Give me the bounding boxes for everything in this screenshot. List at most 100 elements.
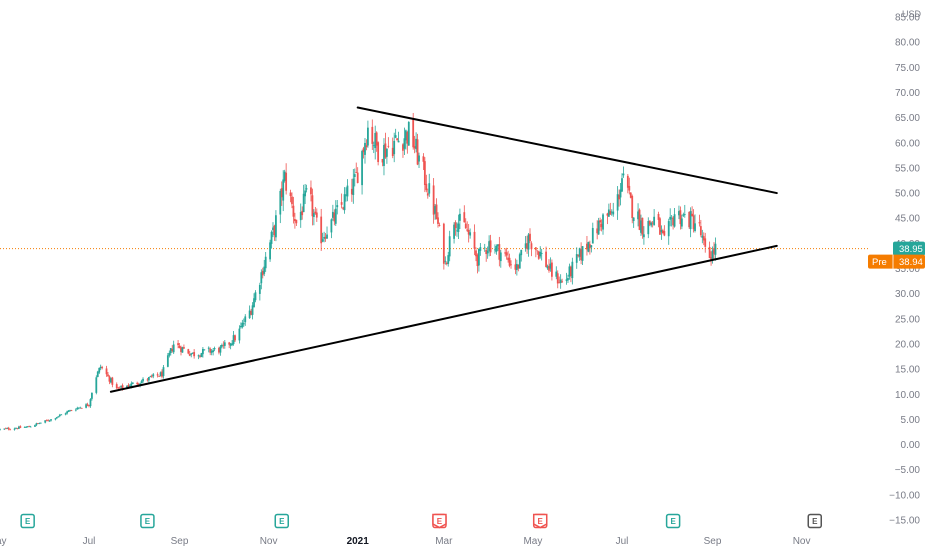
candle-body xyxy=(437,217,439,224)
candle xyxy=(140,379,143,384)
candle xyxy=(251,302,254,320)
trendlines[interactable] xyxy=(109,106,778,393)
candle xyxy=(321,232,324,243)
candle xyxy=(372,141,375,154)
candle xyxy=(422,153,425,170)
candle-body xyxy=(13,428,16,430)
candle-body xyxy=(683,214,686,215)
earnings-badge[interactable] xyxy=(274,513,290,529)
candle xyxy=(142,377,144,383)
candle-body xyxy=(111,377,114,385)
candle-body xyxy=(456,230,458,232)
candle-body xyxy=(190,353,193,355)
candle xyxy=(96,370,99,378)
candle-body xyxy=(191,352,194,354)
earnings-event[interactable]: E xyxy=(532,513,548,529)
earnings-badge[interactable] xyxy=(807,513,823,529)
candle-body xyxy=(356,172,359,183)
x-tick-label: Jul xyxy=(83,536,96,547)
candle-body xyxy=(453,224,455,239)
candle xyxy=(272,222,274,238)
candle xyxy=(551,259,553,281)
earnings-event[interactable]: E xyxy=(665,513,681,529)
candle-body xyxy=(283,171,286,181)
candle xyxy=(657,211,660,228)
candle xyxy=(691,206,693,217)
candle xyxy=(352,169,355,204)
candle-body xyxy=(618,194,620,200)
candle-body xyxy=(220,344,223,347)
candle xyxy=(494,244,496,254)
candle xyxy=(166,353,169,368)
earnings-event[interactable]: E xyxy=(20,513,35,529)
candle-body xyxy=(55,417,58,419)
earnings-label: E xyxy=(279,517,285,526)
candle xyxy=(670,214,673,227)
candle-body xyxy=(454,222,457,229)
earnings-badge[interactable] xyxy=(20,513,35,529)
earnings-event[interactable]: E xyxy=(807,513,823,529)
candle-body xyxy=(673,214,676,227)
candle xyxy=(293,212,296,229)
candle xyxy=(44,420,47,424)
candle-body xyxy=(203,349,206,351)
candle xyxy=(159,371,162,377)
candle xyxy=(459,208,461,229)
candle-body xyxy=(394,135,397,138)
price-axis[interactable]: 85.00 80.00 75.00 70.00 65.00 60.00 55.00 50.00… xyxy=(889,9,921,527)
candle-body xyxy=(342,207,344,209)
candle-body xyxy=(9,429,12,431)
candle-body xyxy=(699,226,702,236)
candle xyxy=(688,211,691,229)
candle-body xyxy=(643,234,645,238)
earnings-badge[interactable] xyxy=(665,513,681,529)
candle-body xyxy=(692,215,695,230)
earnings-event[interactable]: E xyxy=(432,513,447,529)
candle xyxy=(36,423,39,425)
candle xyxy=(375,131,378,152)
candle-body xyxy=(330,219,333,233)
candle xyxy=(301,206,304,220)
resistance-trendline[interactable] xyxy=(356,106,778,195)
candle-body xyxy=(159,372,162,377)
candle xyxy=(304,183,307,205)
candle xyxy=(694,214,696,233)
earnings-badge[interactable] xyxy=(140,513,155,529)
support-trendline[interactable] xyxy=(109,244,778,393)
candle-body xyxy=(305,188,308,190)
candle xyxy=(385,148,388,164)
earnings-event[interactable]: E xyxy=(274,513,290,529)
candle xyxy=(524,236,527,252)
candle xyxy=(242,318,245,327)
candle-body xyxy=(365,145,368,148)
candle-body xyxy=(321,239,324,242)
candle-body xyxy=(372,145,375,147)
candle xyxy=(483,243,486,252)
candle xyxy=(569,265,572,283)
candle xyxy=(79,406,82,409)
candle-body xyxy=(248,310,251,319)
candle xyxy=(228,341,231,349)
currency-label[interactable]: USD xyxy=(902,9,922,19)
candle xyxy=(48,419,51,422)
earnings-event[interactable]: E xyxy=(140,513,155,529)
candle xyxy=(505,247,508,260)
candle xyxy=(118,386,121,389)
candle xyxy=(353,168,356,187)
candle xyxy=(345,187,347,202)
candle xyxy=(577,254,580,258)
time-axis[interactable]: ay Jul Sep Nov 2021 Mar May Jul Sep Nov xyxy=(0,536,811,547)
y-tick-label: 70.00 xyxy=(895,88,920,99)
candle-body xyxy=(650,222,653,226)
candle-body xyxy=(660,229,663,233)
candle xyxy=(99,364,102,371)
candle-body xyxy=(273,225,276,236)
candle xyxy=(299,203,302,228)
candle xyxy=(435,198,438,220)
candle xyxy=(447,251,450,267)
candle xyxy=(239,322,242,329)
candle xyxy=(629,192,632,199)
earnings-label: E xyxy=(538,517,544,526)
